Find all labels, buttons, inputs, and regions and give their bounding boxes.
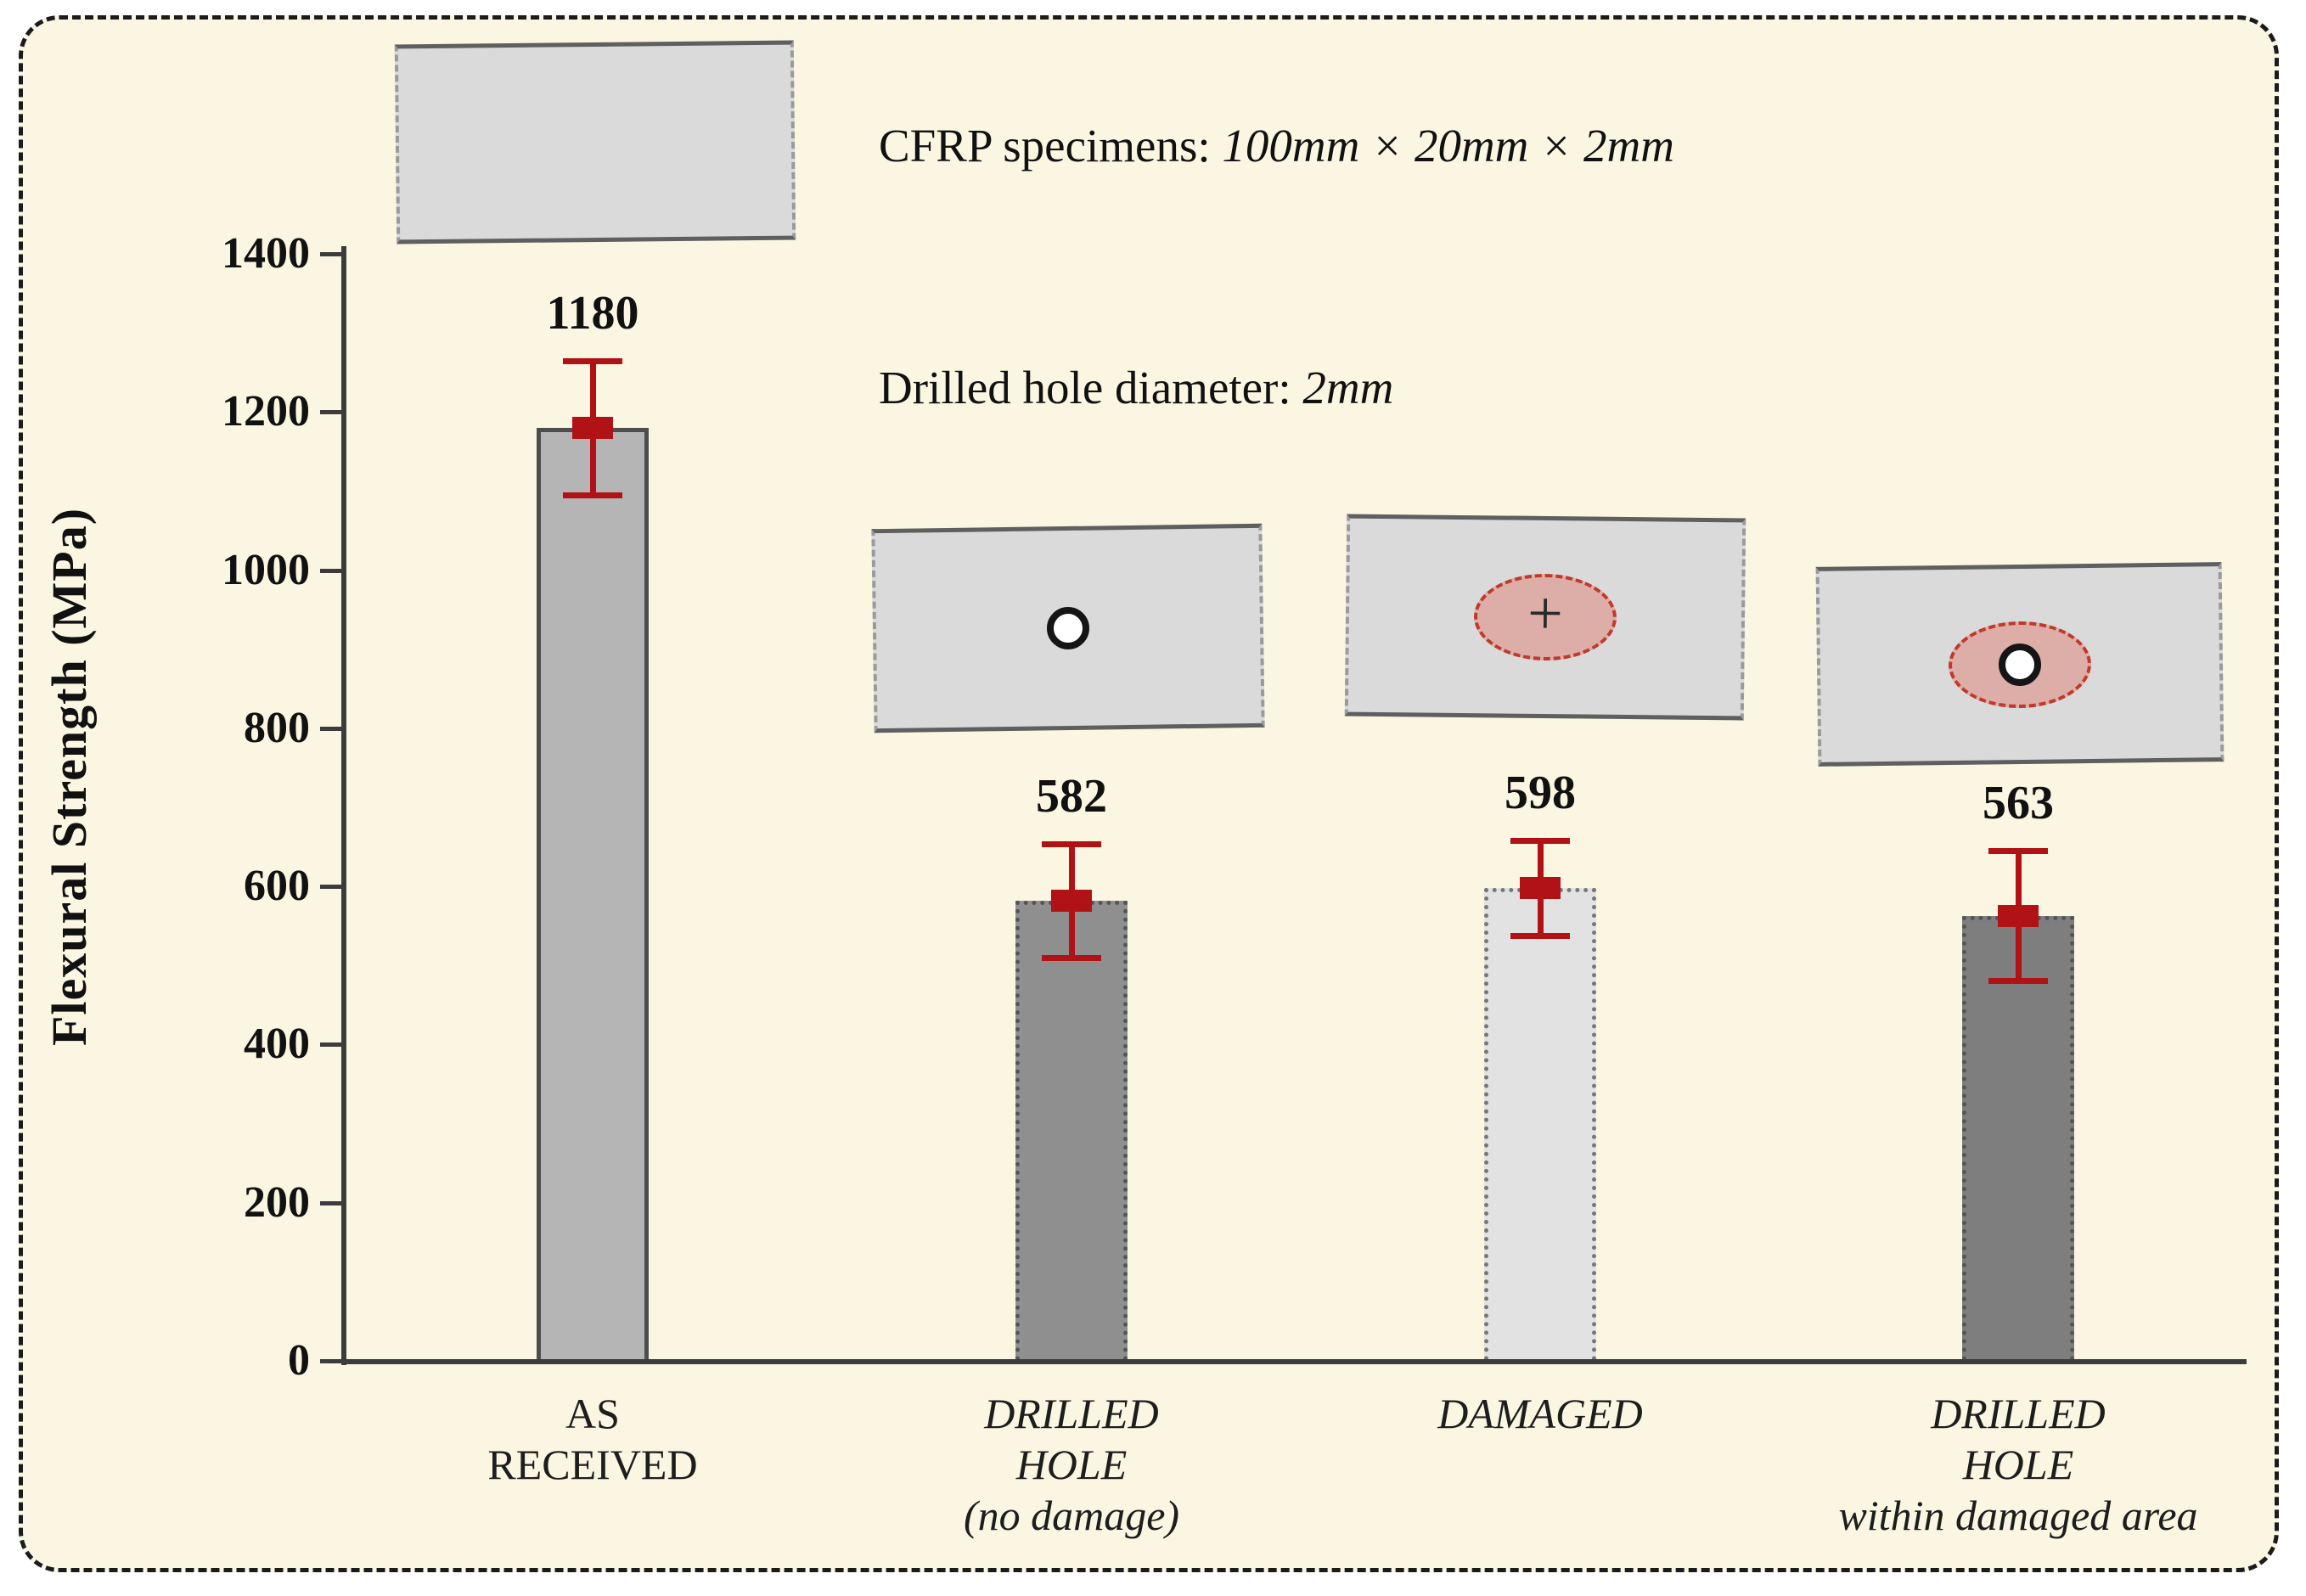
x-axis-label: DRILLED HOLE (no damage)	[791, 1388, 1352, 1541]
x-axis-label-line: DRILLED	[1931, 1390, 2106, 1437]
y-tick-mark	[320, 252, 344, 256]
x-axis-line	[341, 1359, 2247, 1364]
specimen-size-value: 100mm × 20mm × 2mm	[1222, 120, 1674, 171]
damage-area-icon	[1948, 620, 2092, 709]
y-tick-label: 1200	[222, 387, 310, 436]
mean-marker	[1051, 889, 1092, 912]
x-axis-label-line: (no damage)	[963, 1492, 1180, 1539]
error-bar-bottom-cap	[1042, 954, 1101, 961]
specimen-damaged: +	[1344, 514, 1746, 721]
y-tick-label: 1400	[222, 229, 310, 278]
y-tick-label: 200	[244, 1177, 310, 1227]
y-tick-mark	[320, 1200, 344, 1205]
error-bar-top-cap	[563, 357, 622, 364]
specimen-drilled-hole-in-damage	[1815, 562, 2224, 767]
x-axis-label-line: AS	[565, 1390, 620, 1437]
x-axis-label: DAMAGED	[1260, 1388, 1820, 1439]
bar-damaged	[1484, 888, 1596, 1361]
x-axis-label-line: DRILLED	[984, 1390, 1159, 1437]
mean-marker	[572, 416, 613, 439]
y-tick-mark	[320, 410, 344, 415]
bar-value-label: 563	[1983, 777, 2054, 830]
x-axis-label-line: within damaged area	[1838, 1492, 2198, 1539]
x-axis-label-line: DAMAGED	[1437, 1390, 1643, 1437]
hole-diameter-annotation: Drilled hole diameter: 2mm	[879, 361, 1393, 414]
x-axis-label: DRILLED HOLE within damaged area	[1738, 1388, 2298, 1541]
y-axis-title: Flexural Strength (MPa)	[42, 507, 97, 1047]
y-tick-label: 400	[244, 1020, 310, 1069]
bar-value-label: 598	[1505, 767, 1576, 820]
y-tick-mark	[320, 885, 344, 890]
y-tick-mark	[320, 1042, 344, 1048]
y-axis-line	[341, 246, 346, 1365]
hole-diameter-value: 2mm	[1302, 362, 1394, 413]
error-bar-bottom-cap	[1988, 977, 2048, 984]
x-axis-label: AS RECEIVED	[312, 1388, 873, 1490]
damage-center-marker: +	[1527, 578, 1564, 649]
error-bar-top-cap	[1988, 848, 2048, 855]
bar-as-received	[537, 427, 649, 1361]
error-bar-top-cap	[1042, 840, 1101, 847]
chart-panel	[19, 15, 2279, 1572]
bar-drilled-hole-within damaged area	[1962, 915, 2074, 1361]
bar-drilled-hole-(no damage)	[1015, 900, 1128, 1361]
x-axis-label-line: RECEIVED	[487, 1441, 698, 1488]
specimen-drilled-hole	[871, 523, 1265, 733]
y-tick-mark	[320, 726, 344, 731]
specimen-as-received	[394, 40, 796, 244]
mean-marker	[1998, 904, 2039, 927]
hole-diameter-label: Drilled hole diameter:	[879, 362, 1303, 413]
y-tick-label: 600	[244, 862, 310, 911]
mean-marker	[1520, 877, 1561, 899]
drilled-hole-icon	[1046, 606, 1090, 650]
y-tick-label: 800	[244, 703, 310, 752]
bar-value-label: 1180	[546, 286, 639, 340]
drilled-hole-icon	[1998, 643, 2042, 686]
x-axis-label-line: HOLE	[1962, 1441, 2074, 1488]
x-axis-label-line: HOLE	[1015, 1441, 1128, 1488]
y-tick-mark	[320, 1359, 344, 1363]
damage-area-icon: +	[1473, 573, 1617, 661]
error-bar-bottom-cap	[563, 492, 622, 499]
specimen-size-annotation: CFRP specimens: 100mm × 20mm × 2mm	[879, 119, 1674, 172]
specimen-size-label: CFRP specimens:	[879, 120, 1223, 171]
y-tick-label: 1000	[222, 545, 310, 594]
bar-value-label: 582	[1036, 769, 1107, 823]
y-tick-mark	[320, 568, 344, 573]
y-tick-label: 0	[288, 1336, 310, 1385]
error-bar-top-cap	[1510, 838, 1570, 845]
error-bar-bottom-cap	[1510, 932, 1570, 939]
